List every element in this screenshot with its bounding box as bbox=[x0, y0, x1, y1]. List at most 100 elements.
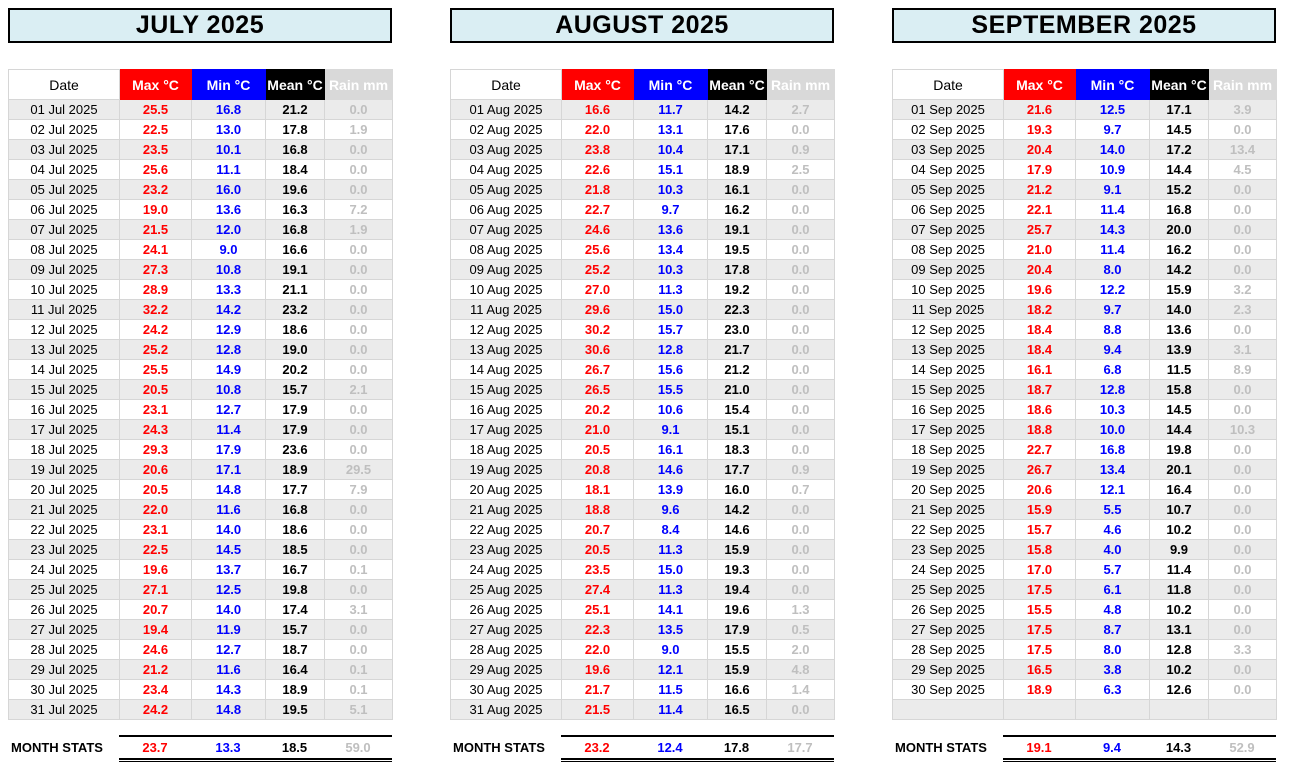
month-stats-label: MONTH STATS bbox=[895, 740, 987, 755]
rain-cell: 0.0 bbox=[766, 499, 835, 520]
max-cell: 18.7 bbox=[1003, 379, 1076, 400]
rain-cell: 0.0 bbox=[1208, 219, 1277, 240]
min-cell: 9.0 bbox=[633, 639, 708, 660]
max-cell: 22.7 bbox=[561, 199, 634, 220]
day-row: 27 Aug 2025 22.3 13.5 17.9 0.5 bbox=[450, 619, 835, 640]
max-cell: 22.0 bbox=[561, 639, 634, 660]
mean-cell: 20.1 bbox=[1149, 459, 1209, 480]
mean-cell: 20.0 bbox=[1149, 219, 1209, 240]
max-cell: 21.2 bbox=[119, 659, 192, 680]
date-cell: 14 Jul 2025 bbox=[8, 359, 120, 380]
max-cell: 24.2 bbox=[119, 319, 192, 340]
date-cell: 01 Jul 2025 bbox=[8, 99, 120, 120]
date-cell: 04 Aug 2025 bbox=[450, 159, 562, 180]
mean-cell: 10.2 bbox=[1149, 519, 1209, 540]
mean-cell: 17.9 bbox=[707, 619, 767, 640]
max-cell: 19.6 bbox=[1003, 279, 1076, 300]
mean-cell: 15.9 bbox=[707, 659, 767, 680]
rain-cell: 0.0 bbox=[1208, 379, 1277, 400]
date-cell: 16 Sep 2025 bbox=[892, 399, 1004, 420]
rain-cell: 0.0 bbox=[766, 379, 835, 400]
date-cell: 22 Jul 2025 bbox=[8, 519, 120, 540]
day-row: 30 Sep 2025 18.9 6.3 12.6 0.0 bbox=[892, 679, 1277, 700]
mean-cell: 16.5 bbox=[707, 699, 767, 720]
date-cell: 11 Sep 2025 bbox=[892, 299, 1004, 320]
rain-cell: 0.0 bbox=[766, 339, 835, 360]
rain-cell: 0.0 bbox=[1208, 619, 1277, 640]
date-cell: 20 Jul 2025 bbox=[8, 479, 120, 500]
min-cell: 9.7 bbox=[1075, 299, 1150, 320]
day-row: 14 Jul 2025 25.5 14.9 20.2 0.0 bbox=[8, 359, 393, 380]
min-cell: 11.4 bbox=[633, 699, 708, 720]
min-cell: 11.6 bbox=[191, 659, 266, 680]
stats-max-value: 19.1 bbox=[1026, 740, 1052, 755]
mean-cell: 21.2 bbox=[265, 99, 325, 120]
max-cell: 15.5 bbox=[1003, 599, 1076, 620]
rain-cell: 0.0 bbox=[324, 159, 393, 180]
min-cell: 16.8 bbox=[1075, 439, 1150, 460]
max-cell: 17.5 bbox=[1003, 579, 1076, 600]
min-cell: 12.8 bbox=[191, 339, 266, 360]
table-header-row: Date Max °C Min °C Mean °C Rain mm bbox=[450, 69, 835, 100]
min-cell: 14.3 bbox=[1075, 219, 1150, 240]
min-cell: 13.3 bbox=[191, 279, 266, 300]
min-cell: 14.0 bbox=[191, 519, 266, 540]
min-cell: 12.5 bbox=[1075, 99, 1150, 120]
mean-cell: 19.2 bbox=[707, 279, 767, 300]
mean-cell: 21.2 bbox=[707, 359, 767, 380]
max-cell: 19.6 bbox=[561, 659, 634, 680]
day-row: 19 Aug 2025 20.8 14.6 17.7 0.9 bbox=[450, 459, 835, 480]
min-cell: 12.1 bbox=[1075, 479, 1150, 500]
stats-max-value: 23.7 bbox=[142, 740, 168, 755]
date-cell: 29 Sep 2025 bbox=[892, 659, 1004, 680]
date-cell: 13 Sep 2025 bbox=[892, 339, 1004, 360]
day-row: 04 Sep 2025 17.9 10.9 14.4 4.5 bbox=[892, 159, 1277, 180]
max-cell: 23.5 bbox=[561, 559, 634, 580]
max-cell: 23.2 bbox=[119, 179, 192, 200]
max-cell: 20.5 bbox=[561, 539, 634, 560]
day-row: 14 Aug 2025 26.7 15.6 21.2 0.0 bbox=[450, 359, 835, 380]
date-cell: 17 Aug 2025 bbox=[450, 419, 562, 440]
mean-cell: 19.6 bbox=[707, 599, 767, 620]
mean-cell: 15.9 bbox=[707, 539, 767, 560]
max-cell: 18.1 bbox=[561, 479, 634, 500]
mean-cell: 19.8 bbox=[265, 579, 325, 600]
mean-cell: 11.5 bbox=[1149, 359, 1209, 380]
mean-cell: 19.8 bbox=[1149, 439, 1209, 460]
day-row: 29 Jul 2025 21.2 11.6 16.4 0.1 bbox=[8, 659, 393, 680]
max-cell: 22.7 bbox=[1003, 439, 1076, 460]
date-cell: 17 Jul 2025 bbox=[8, 419, 120, 440]
month-title-july: JULY 2025 bbox=[8, 8, 392, 43]
rain-cell: 0.0 bbox=[1208, 199, 1277, 220]
date-cell: 23 Sep 2025 bbox=[892, 539, 1004, 560]
min-cell: 14.8 bbox=[191, 479, 266, 500]
min-cell: 11.4 bbox=[1075, 199, 1150, 220]
day-row: 30 Jul 2025 23.4 14.3 18.9 0.1 bbox=[8, 679, 393, 700]
date-cell: 20 Aug 2025 bbox=[450, 479, 562, 500]
date-cell: 31 Aug 2025 bbox=[450, 699, 562, 720]
max-cell: 30.2 bbox=[561, 319, 634, 340]
date-cell: 24 Aug 2025 bbox=[450, 559, 562, 580]
mean-cell: 19.5 bbox=[707, 239, 767, 260]
rain-cell: 2.5 bbox=[766, 159, 835, 180]
min-cell: 11.5 bbox=[633, 679, 708, 700]
mean-cell: 21.0 bbox=[707, 379, 767, 400]
min-cell: 12.7 bbox=[191, 639, 266, 660]
rain-cell: 0.0 bbox=[1208, 519, 1277, 540]
day-row: 26 Jul 2025 20.7 14.0 17.4 3.1 bbox=[8, 599, 393, 620]
min-cell: 11.1 bbox=[191, 159, 266, 180]
rain-cell: 0.1 bbox=[324, 679, 393, 700]
day-row: 10 Sep 2025 19.6 12.2 15.9 3.2 bbox=[892, 279, 1277, 300]
max-cell: 27.4 bbox=[561, 579, 634, 600]
max-cell: 19.4 bbox=[119, 619, 192, 640]
rain-cell: 0.0 bbox=[766, 279, 835, 300]
min-cell: 12.7 bbox=[191, 399, 266, 420]
stats-rain-value: 59.0 bbox=[345, 740, 371, 755]
date-cell: 08 Aug 2025 bbox=[450, 239, 562, 260]
month-stats-values: 23.7 13.3 18.5 59.0 bbox=[119, 735, 392, 762]
rain-cell: 4.5 bbox=[1208, 159, 1277, 180]
max-cell: 19.0 bbox=[119, 199, 192, 220]
day-row: 07 Jul 2025 21.5 12.0 16.8 1.9 bbox=[8, 219, 393, 240]
date-cell: 01 Sep 2025 bbox=[892, 99, 1004, 120]
min-cell: 12.8 bbox=[633, 339, 708, 360]
